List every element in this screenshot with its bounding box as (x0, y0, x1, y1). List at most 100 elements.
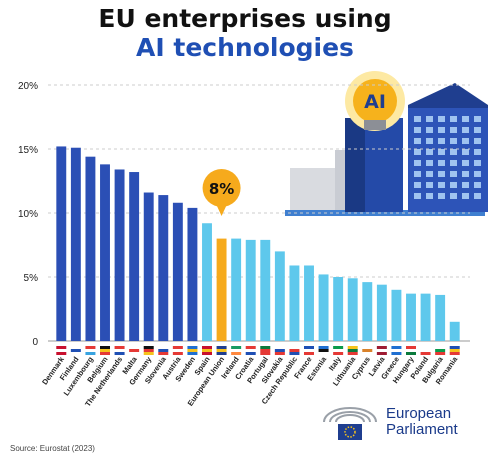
flag-stripe (435, 352, 446, 355)
flag-stripe (406, 346, 416, 349)
flag-stripe (158, 352, 169, 355)
european-parliament-logo: European Parliament (320, 404, 480, 444)
building-window (438, 116, 445, 122)
building-window (426, 193, 433, 199)
flag-stripe (216, 349, 227, 352)
flag-stripe (449, 352, 460, 355)
bar-chart: AI 0 5% 10% 15% 20% DenmarkFinlandLuxembourg… (18, 71, 488, 408)
building-window (414, 127, 421, 133)
bar (318, 274, 329, 341)
bar (376, 284, 387, 341)
building-window (426, 138, 433, 144)
flag-stripe (245, 346, 256, 349)
flag-stripe (158, 349, 169, 352)
building-window (426, 149, 433, 155)
flag-stripe (100, 349, 110, 352)
flag-stripe (100, 346, 110, 349)
flag-stripe (187, 349, 198, 352)
building-window (438, 193, 445, 199)
building-window (474, 116, 481, 122)
flag-stripe (347, 352, 358, 355)
bar (333, 277, 344, 341)
flag-stripe (129, 346, 140, 349)
building-window (438, 138, 445, 144)
building-window (450, 127, 457, 133)
flag-stripe (245, 349, 256, 352)
flag-stripe (420, 352, 431, 355)
y-tick-label: 10% (18, 209, 38, 220)
building-window (438, 149, 445, 155)
flag-stripe (304, 349, 314, 352)
flag-stripe (274, 346, 285, 349)
building-window (438, 127, 445, 133)
y-tick-label: 20% (18, 81, 38, 92)
bar (85, 156, 96, 341)
bar (289, 265, 300, 341)
flag-stripe (406, 352, 416, 355)
flag-stripe (100, 352, 110, 355)
flag-stripe (333, 352, 344, 355)
flag-stripe (449, 349, 460, 352)
building-window (474, 193, 481, 199)
building-window (474, 160, 481, 166)
flag-stripe (56, 346, 67, 349)
flag-stripe (143, 349, 154, 352)
flag-stripe (347, 349, 358, 352)
flag-stripe (318, 352, 329, 355)
flag-stripe (435, 349, 446, 352)
building-window (474, 171, 481, 177)
y-tick-labels: 0 5% 10% 15% 20% (18, 81, 38, 348)
bar (129, 172, 140, 341)
building-window (426, 182, 433, 188)
flag-stripe (362, 349, 373, 352)
building-windows (414, 116, 481, 199)
building-window (462, 149, 469, 155)
flag-stripe (143, 352, 154, 355)
flag-stripe (231, 346, 242, 349)
building-window (474, 138, 481, 144)
building-window (474, 182, 481, 188)
flag-stripe (376, 349, 387, 352)
bar (231, 238, 242, 341)
flag-stripe (245, 352, 256, 355)
flag-stripe (304, 352, 314, 355)
flag-stripe (70, 346, 81, 349)
building-window (474, 127, 481, 133)
building-window (450, 171, 457, 177)
flag-stripe (70, 349, 81, 352)
y-tick-label: 15% (18, 145, 38, 156)
flag-stripe (318, 349, 329, 352)
bar (362, 282, 373, 341)
bulb (353, 79, 397, 123)
flag-stripe (333, 346, 344, 349)
bar (245, 239, 256, 341)
flag-stripe (172, 346, 183, 349)
bar (304, 265, 314, 341)
blue-building-roof (408, 83, 488, 110)
bar (158, 195, 169, 341)
flag-stripe (85, 349, 96, 352)
flag-stripe (85, 352, 96, 355)
flag-stripe (362, 352, 373, 355)
bar (260, 239, 271, 341)
building-window (462, 171, 469, 177)
eu-callout-bubble (202, 169, 241, 207)
flag-stripe (216, 352, 227, 355)
flag-stripe (376, 352, 387, 355)
ai-badge-label: AI (364, 91, 386, 113)
bar (391, 289, 402, 341)
flag-stripe (85, 346, 96, 349)
flag-stripe (216, 346, 227, 349)
eu-callout-label: 8% (209, 180, 234, 198)
flag-stripe (318, 346, 329, 349)
flag-stripe (172, 352, 183, 355)
building-window (414, 193, 421, 199)
flag-stripe (260, 346, 271, 349)
flag-stripe (231, 349, 242, 352)
flag-stripe (435, 346, 446, 349)
flag-stripe (202, 346, 212, 349)
bar (187, 207, 198, 341)
flag-stripe (376, 346, 387, 349)
flag-stripe (420, 346, 431, 349)
building-window (414, 182, 421, 188)
